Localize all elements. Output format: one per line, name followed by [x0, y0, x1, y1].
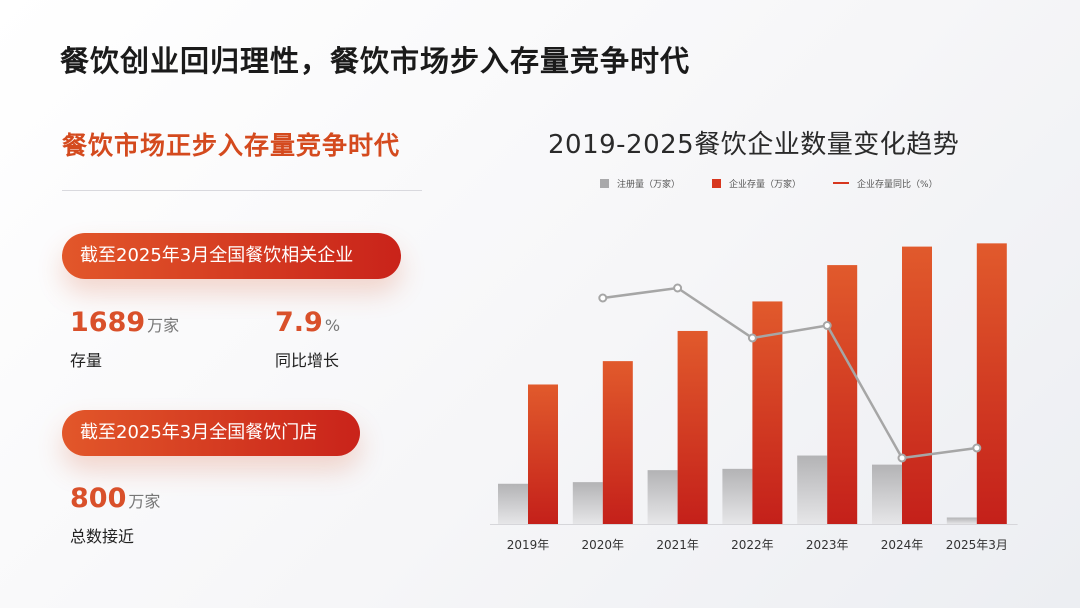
bar-registrations-2	[647, 470, 678, 524]
page-title: 餐饮创业回归理性，餐饮市场步入存量竞争时代	[60, 44, 691, 78]
legend-line-swatch	[833, 182, 850, 184]
yoy-point-2	[673, 283, 683, 293]
legend-gray-swatch	[600, 178, 609, 188]
legend-stock: 企业存量（万家）	[712, 177, 801, 190]
bar-registrations-6	[946, 517, 977, 524]
bar-stock-2	[677, 330, 708, 524]
stock-label: 存量	[70, 351, 103, 370]
bar-registrations-0	[498, 483, 528, 524]
chart-legend: 注册量（万家） 企业存量（万家） 企业存量同比（%）	[600, 176, 970, 190]
bar-stock-3	[752, 301, 783, 524]
x-tick-label-3: 2022年	[731, 538, 774, 552]
x-tick-label-1: 2020年	[582, 538, 625, 552]
bar-registrations-1	[572, 482, 603, 524]
divider	[62, 190, 422, 191]
growth-stat: 7.9% 同比增长	[275, 308, 340, 371]
yoy-point-4	[822, 321, 832, 330]
legend-stock-label: 企业存量（万家）	[729, 179, 802, 190]
store-unit: 万家	[128, 492, 161, 511]
growth-unit: %	[324, 316, 341, 335]
legend-yoy: 企业存量同比（%）	[833, 177, 938, 190]
x-tick-label-5: 2024年	[881, 538, 924, 552]
growth-value-line: 7.9%	[275, 308, 340, 341]
store-value: 800	[70, 483, 127, 514]
store-value-line: 800 万家	[70, 484, 160, 517]
legend-registrations-label: 注册量（万家）	[617, 179, 681, 190]
store-label: 总数接近	[70, 527, 135, 546]
x-tick-label-0: 2019年	[507, 538, 550, 552]
bar-registrations-3	[722, 468, 753, 524]
growth-value: 7.9	[275, 307, 323, 338]
bar-stock-0	[528, 384, 558, 524]
store-stat: 800 万家 总数接近	[70, 484, 160, 547]
bar-stock-4	[827, 265, 858, 524]
yoy-point-5	[897, 453, 907, 463]
yoy-point-6	[972, 443, 982, 453]
enterprise-pill: 截至2025年3月全国餐饮相关企业	[62, 233, 401, 279]
x-tick-label-2: 2021年	[656, 538, 699, 552]
yoy-point-1	[598, 293, 608, 303]
growth-label: 同比增长	[275, 351, 340, 370]
bar-registrations-5	[872, 464, 902, 524]
store-pill: 截至2025年3月全国餐饮门店	[62, 410, 360, 456]
yoy-point-3	[747, 333, 757, 343]
stock-value: 1689	[70, 307, 146, 338]
legend-red-swatch	[712, 178, 722, 188]
bar-stock-5	[902, 246, 932, 524]
chart-title: 2019-2025餐饮企业数量变化趋势	[548, 130, 960, 160]
stock-unit: 万家	[147, 316, 180, 335]
x-tick-label-6: 2025年3月	[946, 538, 1008, 552]
stock-stat: 1689 万家 存量	[70, 308, 179, 371]
section-title: 餐饮市场正步入存量竞争时代	[62, 131, 401, 160]
yoy-line	[602, 286, 977, 460]
bar-stock-1	[602, 361, 633, 524]
legend-registrations: 注册量（万家）	[600, 177, 680, 190]
stock-value-line: 1689 万家	[70, 308, 179, 341]
bar-registrations-4	[797, 455, 828, 524]
legend-yoy-label: 企业存量同比（%）	[857, 179, 938, 190]
x-tick-label-4: 2023年	[806, 538, 849, 552]
bar-stock-6	[976, 243, 1007, 524]
